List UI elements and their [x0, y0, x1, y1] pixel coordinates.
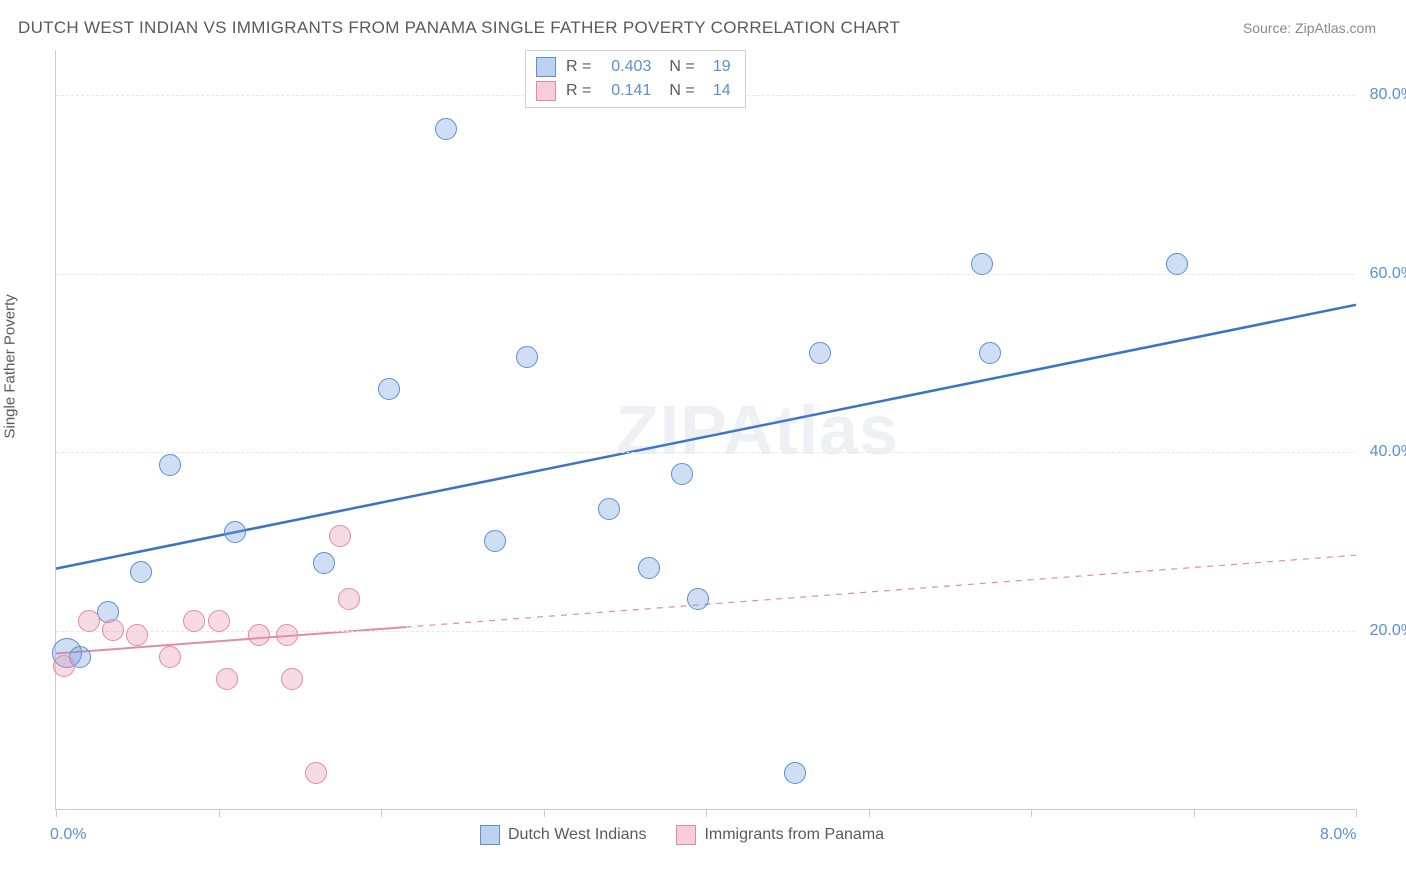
source-attribution: Source: ZipAtlas.com [1243, 20, 1376, 36]
y-tick-label: 20.0% [1370, 622, 1406, 640]
x-tick [56, 809, 57, 817]
y-tick-label: 80.0% [1370, 86, 1406, 104]
legend-r-value: 0.403 [601, 58, 651, 76]
scatter-point [216, 668, 238, 690]
scatter-point [378, 378, 400, 400]
scatter-point [671, 463, 693, 485]
scatter-point [305, 762, 327, 784]
scatter-point [224, 521, 246, 543]
y-tick-label: 60.0% [1370, 265, 1406, 283]
legend-stat-row: R = 0.141 N = 14 [536, 79, 731, 103]
scatter-point [183, 610, 205, 632]
scatter-point [598, 498, 620, 520]
legend-n-label: N = [669, 82, 694, 100]
legend-swatch [536, 81, 556, 101]
scatter-point [248, 624, 270, 646]
legend-n-value: 14 [705, 82, 731, 100]
legend-r-label: R = [566, 58, 591, 76]
scatter-point [484, 530, 506, 552]
scatter-point [130, 561, 152, 583]
scatter-point [159, 646, 181, 668]
scatter-point [53, 655, 75, 677]
gridline [56, 452, 1355, 453]
legend-label: Immigrants from Panama [704, 826, 884, 844]
series-legend: Dutch West Indians Immigrants from Panama [480, 825, 884, 845]
legend-label: Dutch West Indians [508, 826, 646, 844]
scatter-point [159, 454, 181, 476]
x-tick [1031, 809, 1032, 817]
x-tick [1356, 809, 1357, 817]
x-tick [706, 809, 707, 817]
y-axis-label: Single Father Poverty [2, 294, 19, 438]
scatter-point [971, 253, 993, 275]
correlation-legend: R = 0.403 N = 19 R = 0.141 N = 14 [525, 50, 746, 108]
scatter-point [516, 346, 538, 368]
x-axis-min-label: 0.0% [50, 826, 86, 844]
scatter-point [809, 342, 831, 364]
scatter-point [784, 762, 806, 784]
legend-swatch [536, 57, 556, 77]
x-tick [1194, 809, 1195, 817]
trend-line [56, 305, 1356, 569]
legend-item: Dutch West Indians [480, 825, 646, 845]
scatter-point [281, 668, 303, 690]
scatter-point [208, 610, 230, 632]
scatter-point [1166, 253, 1188, 275]
trend-lines-layer [56, 50, 1355, 809]
scatter-point [102, 619, 124, 641]
scatter-point [78, 610, 100, 632]
x-tick [219, 809, 220, 817]
chart-title: DUTCH WEST INDIAN VS IMMIGRANTS FROM PAN… [18, 18, 900, 38]
legend-swatch [480, 825, 500, 845]
scatter-point [435, 118, 457, 140]
scatter-point [638, 557, 660, 579]
legend-item: Immigrants from Panama [676, 825, 884, 845]
legend-n-label: N = [669, 58, 694, 76]
scatter-point [126, 624, 148, 646]
scatter-point [329, 525, 351, 547]
x-tick [544, 809, 545, 817]
scatter-point [313, 552, 335, 574]
legend-swatch [676, 825, 696, 845]
legend-r-value: 0.141 [601, 82, 651, 100]
scatter-point [338, 588, 360, 610]
legend-stat-row: R = 0.403 N = 19 [536, 55, 731, 79]
legend-r-label: R = [566, 82, 591, 100]
gridline [56, 274, 1355, 275]
scatter-point [979, 342, 1001, 364]
x-axis-max-label: 8.0% [1320, 826, 1356, 844]
x-tick [869, 809, 870, 817]
legend-n-value: 19 [705, 58, 731, 76]
trend-line-dashed [405, 555, 1356, 627]
plot-area: ZIPAtlas 20.0%40.0%60.0%80.0% [55, 50, 1355, 810]
scatter-point [687, 588, 709, 610]
scatter-point [276, 624, 298, 646]
y-tick-label: 40.0% [1370, 443, 1406, 461]
x-tick [381, 809, 382, 817]
